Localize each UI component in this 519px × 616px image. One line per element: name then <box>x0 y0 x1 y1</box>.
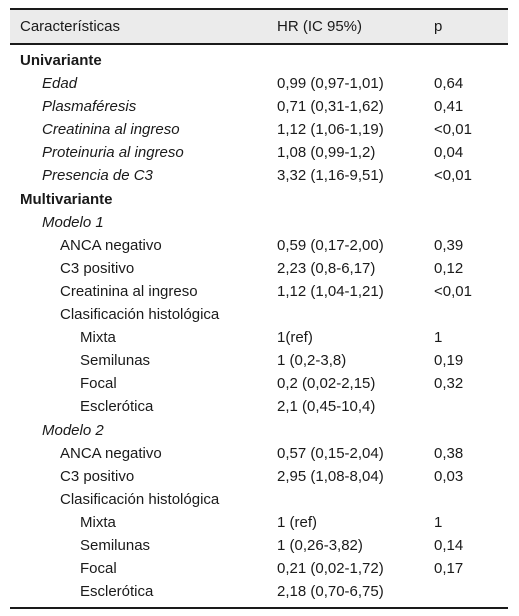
table-row: Proteinuria al ingreso 1,08 (0,99-1,2) 0,0… <box>10 141 508 164</box>
table-row: ANCA negativo 0,57 (0,15-2,04) 0,38 <box>10 442 508 465</box>
row-p: <0,01 <box>434 282 472 300</box>
table-row: Modelo 1 <box>10 211 508 234</box>
table-row: Focal 0,2 (0,02-2,15) 0,32 <box>10 372 508 395</box>
table-row: Mixta 1 (ref) 1 <box>10 511 508 534</box>
row-p: 0,32 <box>434 375 464 393</box>
row-hr: 1 (0,26-3,82) <box>277 536 363 554</box>
row-label: ANCA negativo <box>60 236 162 254</box>
row-p: 1 <box>434 513 443 531</box>
row-label: Esclerótica <box>80 583 154 601</box>
row-p: 0,38 <box>434 444 464 462</box>
table-row: C3 positivo 2,23 (0,8-6,17) 0,12 <box>10 257 508 280</box>
row-label: C3 positivo <box>60 259 135 277</box>
row-p: 0,14 <box>434 536 464 554</box>
row-p: <0,01 <box>434 167 472 185</box>
table-row: Edad 0,99 (0,97-1,01) 0,64 <box>10 72 508 95</box>
table-row: Mixta 1(ref) 1 <box>10 326 508 349</box>
row-hr: 2,18 (0,70-6,75) <box>277 583 384 601</box>
row-hr: 2,23 (0,8-6,17) <box>277 259 376 277</box>
row-label: ANCA negativo <box>60 444 162 462</box>
table-row: Semilunas 1 (0,2-3,8) 0,19 <box>10 349 508 372</box>
header-characteristics: Características <box>20 18 121 35</box>
table-row: Plasmaféresis 0,71 (0,31-1,62) 0,41 <box>10 95 508 118</box>
row-label: Clasificación histológica <box>60 490 220 508</box>
row-p: 0,04 <box>434 144 464 162</box>
table-row: Modelo 2 <box>10 419 508 442</box>
row-hr: 1,08 (0,99-1,2) <box>277 144 376 162</box>
row-label: Creatinina al ingreso <box>60 282 198 300</box>
row-label: Focal <box>80 375 117 393</box>
row-hr: 2,95 (1,08-8,04) <box>277 467 384 485</box>
row-hr: 1 (ref) <box>277 513 318 531</box>
table-row: ANCA negativo 0,59 (0,17-2,00) 0,39 <box>10 234 508 257</box>
table-row: Esclerótica 2,1 (0,45-10,4) <box>10 395 508 418</box>
row-label: Edad <box>42 75 78 93</box>
row-hr: 2,1 (0,45-10,4) <box>277 398 376 416</box>
row-label: Modelo 2 <box>42 421 104 439</box>
row-p: 0,12 <box>434 259 464 277</box>
row-label: Presencia de C3 <box>42 167 153 185</box>
row-hr: 1 (0,2-3,8) <box>277 352 347 370</box>
row-label: Multivariante <box>20 190 113 208</box>
row-hr: 1,12 (1,04-1,21) <box>277 282 384 300</box>
row-label: Creatinina al ingreso <box>42 121 180 139</box>
table-row: Semilunas 1 (0,26-3,82) 0,14 <box>10 534 508 557</box>
row-label: Mixta <box>80 329 116 347</box>
table-row: C3 positivo 2,95 (1,08-8,04) 0,03 <box>10 465 508 488</box>
row-p: <0,01 <box>434 121 472 139</box>
row-label: C3 positivo <box>60 467 135 485</box>
row-p: 0,17 <box>434 560 464 578</box>
table-row: Clasificación histológica <box>10 303 508 326</box>
row-p: 1 <box>434 329 443 347</box>
results-table: Características HR (IC 95%) p Univariant… <box>10 8 508 610</box>
row-p: 0,03 <box>434 467 464 485</box>
table-row: Clasificación histológica <box>10 488 508 511</box>
row-hr: 0,21 (0,02-1,72) <box>277 560 384 578</box>
row-label: Mixta <box>80 513 116 531</box>
row-hr: 0,99 (0,97-1,01) <box>277 75 384 93</box>
table-body: Univariante Edad 0,99 (0,97-1,01) 0,64 Plasm… <box>10 49 508 603</box>
table-row: Multivariante <box>10 188 508 211</box>
bottom-rule <box>10 607 508 610</box>
row-p: 0,64 <box>434 75 464 93</box>
row-p: 0,39 <box>434 236 464 254</box>
row-hr: 0,59 (0,17-2,00) <box>277 236 384 254</box>
row-label: Proteinuria al ingreso <box>42 144 184 162</box>
row-label: Esclerótica <box>80 398 154 416</box>
row-hr: 0,57 (0,15-2,04) <box>277 444 384 462</box>
table-header: Características HR (IC 95%) p <box>10 8 508 45</box>
row-label: Univariante <box>20 52 102 69</box>
table-row: Creatinina al ingreso 1,12 (1,04-1,21) <0,… <box>10 280 508 303</box>
table-row: Esclerótica 2,18 (0,70-6,75) <box>10 580 508 603</box>
row-label: Semilunas <box>80 536 151 554</box>
row-label: Clasificación histológica <box>60 306 220 324</box>
table-row: Focal 0,21 (0,02-1,72) 0,17 <box>10 557 508 580</box>
row-hr: 1,12 (1,06-1,19) <box>277 121 384 139</box>
row-label: Semilunas <box>80 352 151 370</box>
table-row: Presencia de C3 3,32 (1,16-9,51) <0,01 <box>10 164 508 187</box>
row-label: Focal <box>80 560 117 578</box>
header-p: p <box>434 18 443 35</box>
row-hr: 1(ref) <box>277 329 313 347</box>
row-label: Modelo 1 <box>42 213 104 231</box>
row-p: 0,41 <box>434 98 464 116</box>
table-row: Creatinina al ingreso 1,12 (1,06-1,19) <0,… <box>10 118 508 141</box>
header-hr: HR (IC 95%) <box>277 18 363 35</box>
row-hr: 3,32 (1,16-9,51) <box>277 167 384 185</box>
row-hr: 0,71 (0,31-1,62) <box>277 98 384 116</box>
row-p: 0,19 <box>434 352 464 370</box>
row-label: Plasmaféresis <box>42 98 137 116</box>
table-row: Univariante <box>10 49 508 72</box>
row-hr: 0,2 (0,02-2,15) <box>277 375 376 393</box>
